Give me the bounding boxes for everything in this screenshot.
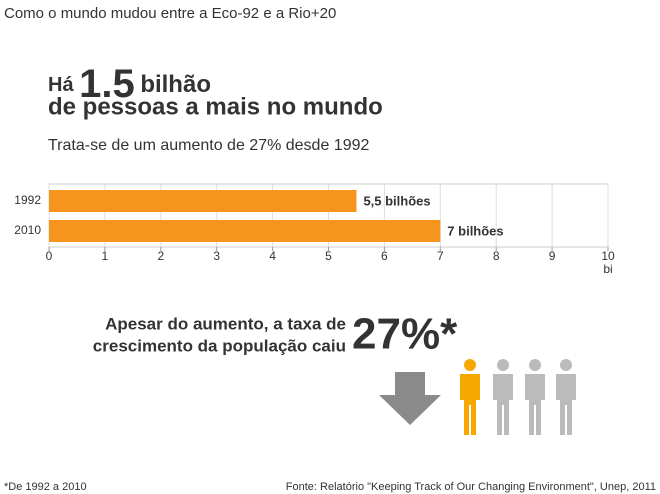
x-tick-label: 7 <box>437 249 444 263</box>
x-tick-label: 9 <box>549 249 556 263</box>
bar <box>49 220 441 242</box>
down-arrow <box>379 372 441 425</box>
x-tick-label: 0 <box>46 249 53 263</box>
y-tick-label: 2010 <box>14 223 41 237</box>
subtitle: Trata-se de um aumento de 27% desde 1992 <box>48 137 369 154</box>
callout-line1: Apesar do aumento, a taxa de <box>105 314 346 333</box>
x-tick-label: 1 <box>102 249 109 263</box>
source: Fonte: Relatório "Keeping Track of Our C… <box>286 481 656 493</box>
person-icon <box>460 359 480 435</box>
headline-unit: bilhão <box>140 71 211 98</box>
x-tick-label: 4 <box>269 249 276 263</box>
people-icons <box>460 359 576 435</box>
x-tick-label: 5 <box>325 249 332 263</box>
person-icon <box>525 359 545 435</box>
x-tick-label: 10 <box>601 249 615 263</box>
x-tick-label: 6 <box>381 249 388 263</box>
headline-prefix: Há <box>48 74 74 96</box>
x-tick-label: 2 <box>157 249 164 263</box>
x-unit: bi <box>603 262 612 276</box>
bar <box>49 190 357 212</box>
value-label: 7 bilhões <box>447 223 503 238</box>
person-icon <box>493 359 513 435</box>
x-tick-label: 8 <box>493 249 500 263</box>
y-tick-label: 1992 <box>14 193 41 207</box>
headline: Há 1.5 bilhão <box>48 62 211 106</box>
title: Como o mundo mudou entre a Eco-92 e a Ri… <box>4 5 336 22</box>
value-label: 5,5 bilhões <box>363 193 430 208</box>
callout-line2: crescimento da população caiu <box>93 336 346 355</box>
headline-number: 1.5 <box>79 62 135 106</box>
x-tick-label: 3 <box>213 249 220 263</box>
footnote: *De 1992 a 2010 <box>4 481 87 493</box>
headline-line2: de pessoas a mais no mundo <box>48 93 383 120</box>
person-icon <box>556 359 576 435</box>
callout-figure: 27%* <box>352 310 458 359</box>
